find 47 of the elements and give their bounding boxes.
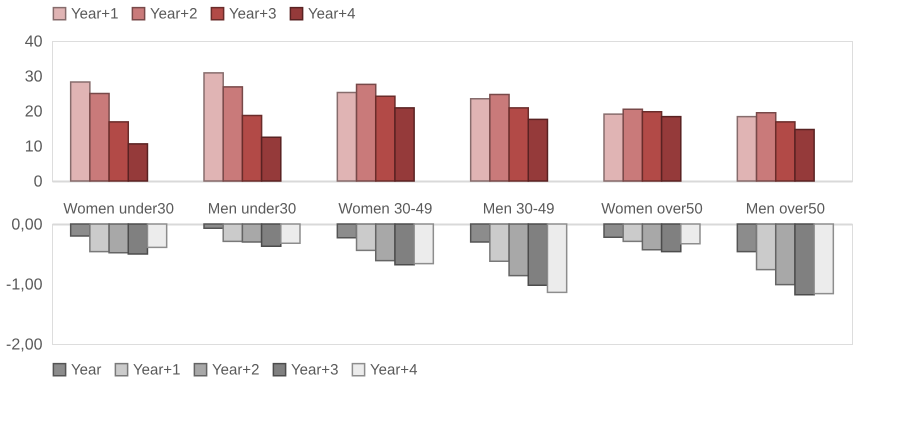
y-tick-label: 20 bbox=[24, 104, 43, 120]
x-tick-label: Women under30 bbox=[63, 200, 174, 218]
bar bbox=[222, 86, 244, 182]
bar bbox=[508, 107, 530, 182]
legend-label: Year+2 bbox=[212, 362, 260, 379]
legend-label: Year+1 bbox=[133, 362, 180, 379]
y-tick-label: -2,00 bbox=[6, 336, 43, 354]
x-tick-label: Women 30-49 bbox=[338, 200, 432, 218]
bar bbox=[70, 81, 91, 182]
bar bbox=[774, 121, 796, 182]
legend-label: Year bbox=[71, 362, 102, 379]
bar bbox=[622, 108, 644, 182]
bar bbox=[794, 128, 815, 182]
y-tick-label: 0 bbox=[34, 174, 43, 190]
bar bbox=[756, 112, 776, 182]
x-tick-label: Men over50 bbox=[746, 200, 825, 218]
bar bbox=[260, 136, 282, 182]
bar bbox=[528, 118, 548, 182]
y-tick-label: 40 bbox=[24, 34, 43, 50]
bar bbox=[128, 143, 148, 182]
bar bbox=[736, 116, 758, 182]
bar bbox=[203, 72, 224, 182]
bar bbox=[356, 84, 376, 182]
bar bbox=[642, 110, 662, 182]
y-tick-label: 0,00 bbox=[11, 216, 43, 234]
bar bbox=[108, 121, 130, 182]
bar bbox=[394, 107, 415, 182]
legend-label: Year+1 bbox=[71, 6, 118, 23]
bar bbox=[660, 116, 682, 182]
legend-label: Year+4 bbox=[370, 362, 418, 379]
y-tick-label: 30 bbox=[24, 68, 43, 86]
y-tick-label: 10 bbox=[24, 138, 43, 156]
bar bbox=[374, 96, 396, 182]
bar bbox=[336, 92, 358, 182]
y-tick-label: -1,00 bbox=[6, 276, 43, 294]
x-tick-label: Men under30 bbox=[208, 200, 296, 218]
legend-label: Year+2 bbox=[150, 6, 198, 23]
legend-label: Year+3 bbox=[229, 6, 276, 23]
legend-label: Year+3 bbox=[291, 362, 338, 379]
bar bbox=[603, 113, 624, 182]
x-tick-label: Women over50 bbox=[601, 200, 703, 218]
bar bbox=[489, 94, 510, 182]
legend-label: Year+4 bbox=[308, 6, 356, 23]
bar bbox=[470, 98, 491, 182]
bar bbox=[242, 114, 262, 182]
bar bbox=[89, 92, 110, 182]
x-tick-label: Men 30-49 bbox=[482, 200, 555, 218]
